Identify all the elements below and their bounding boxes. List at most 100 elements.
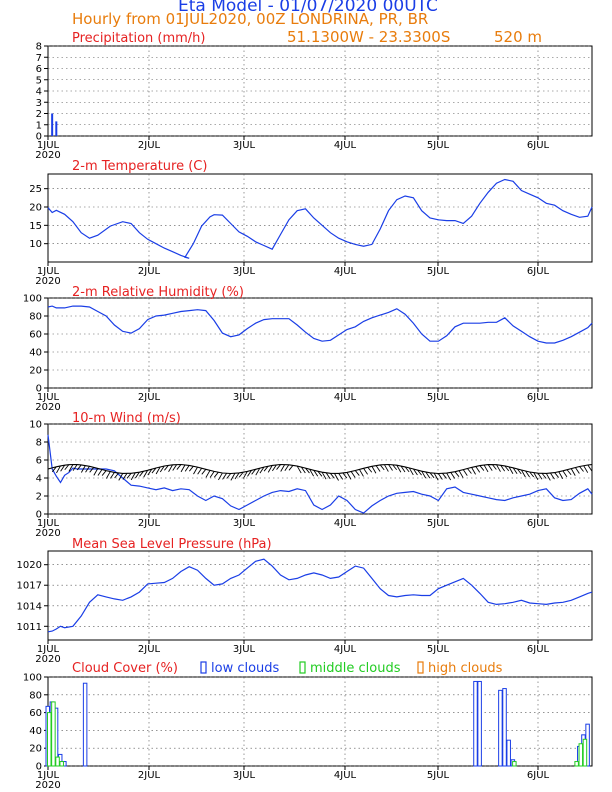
y-tick-label: 40 <box>29 726 42 737</box>
y-tick-label: 40 <box>29 348 42 359</box>
precip-bar <box>55 121 58 136</box>
wind-barb <box>280 464 286 472</box>
wind-barb <box>562 470 568 478</box>
low-clouds-bar <box>473 680 478 767</box>
wind-barb <box>475 466 481 473</box>
wind-barb <box>392 464 398 471</box>
legend-high-clouds-swatch <box>417 661 424 674</box>
wind-barb <box>201 469 207 475</box>
y-tick-label: 100 <box>23 673 42 684</box>
middle-clouds-bar <box>59 761 64 767</box>
wind-barb <box>558 471 564 480</box>
middle-clouds-bar <box>55 756 60 767</box>
legend-low-clouds-swatch <box>200 661 207 674</box>
low-clouds-bar <box>506 739 511 767</box>
wind-barb <box>342 472 348 479</box>
rh-series-line <box>47 305 593 344</box>
wind-barb <box>442 473 447 479</box>
wind-panel: 0 2 4 6 8 10 1JUL 2JUL 3JUL 4JUL 5JUL 6JUL 2020 10-m … <box>29 411 593 539</box>
wind-barb <box>570 468 576 476</box>
x-tick-label: 6JUL <box>527 140 550 151</box>
wind-barb <box>126 473 132 479</box>
wind-barb <box>188 465 194 472</box>
panel-title: Precipitation (mm/h) <box>72 31 205 46</box>
wind-barb <box>263 465 269 472</box>
wind-barb <box>159 465 165 473</box>
wind-barb <box>479 465 485 471</box>
wind-barb <box>550 472 555 480</box>
y-tick-label: 20 <box>29 366 42 377</box>
panel-title: 2-m Temperature (C) <box>72 159 207 174</box>
x-year-label: 2020 <box>35 150 60 161</box>
wind-barb <box>330 473 335 479</box>
wind-barb-baseline <box>47 463 593 475</box>
wind-barb <box>305 467 310 474</box>
wind-barb <box>408 467 414 476</box>
middle-clouds-bar <box>512 761 517 767</box>
y-tick-label: 0 <box>36 762 42 773</box>
x-tick-label: 4JUL <box>334 392 357 403</box>
y-tick-label: 20 <box>29 203 42 214</box>
y-tick-label: 25 <box>29 184 42 195</box>
wind-barb <box>296 465 302 474</box>
wind-barb <box>97 469 103 476</box>
wind-barb <box>529 471 535 478</box>
y-tick-label: 80 <box>29 690 42 701</box>
wind-barb <box>587 464 593 472</box>
wind-barb <box>101 470 107 476</box>
wind-barb <box>437 473 443 480</box>
legend-middle-clouds-swatch <box>299 661 306 674</box>
x-tick-label: 6JUL <box>527 266 550 277</box>
wind-barb <box>521 469 526 478</box>
wind-barb <box>417 469 422 476</box>
wind-barb <box>496 464 501 472</box>
low-clouds-bar <box>82 682 88 767</box>
y-tick-label: 7 <box>36 53 42 64</box>
y-tick-label: 5 <box>36 75 42 86</box>
wind-barb <box>467 468 472 474</box>
y-tick-label: 1 <box>36 120 42 131</box>
middle-clouds-bar <box>574 761 579 767</box>
wind-barb <box>429 472 435 479</box>
wind-barb <box>105 471 111 479</box>
wind-barb <box>72 464 78 471</box>
wind-barb <box>454 471 460 477</box>
wind-barb <box>471 467 476 475</box>
wind-barb <box>213 472 219 478</box>
wind-barb <box>89 467 95 473</box>
y-tick-label: 1017 <box>17 581 42 592</box>
wind-barb <box>288 465 294 471</box>
wind-barb <box>375 465 381 472</box>
low-clouds-bar <box>477 680 482 767</box>
wind-barb <box>388 464 393 471</box>
wind-barb <box>130 472 136 481</box>
wind-barb <box>168 464 173 473</box>
temp-series-line <box>47 178 593 259</box>
wind-barb <box>64 464 70 471</box>
wind-barb <box>176 464 182 470</box>
y-tick-label: 2 <box>36 109 42 120</box>
x-tick-label: 3JUL <box>233 770 256 781</box>
y-tick-label: 8 <box>36 438 42 449</box>
x-tick-label: 2JUL <box>138 266 161 277</box>
wind-barb <box>226 473 232 479</box>
x-tick-label: 1JUL <box>37 266 60 277</box>
y-tick-label: 1020 <box>17 560 42 571</box>
wind-barb <box>383 464 389 472</box>
middle-clouds-bar <box>578 743 584 767</box>
mslp-series-line <box>47 558 593 633</box>
wind-barb <box>193 466 198 475</box>
plot-frame <box>47 550 593 641</box>
wind-barb <box>346 472 352 480</box>
wind-barb <box>363 468 368 475</box>
x-tick-label: 5JUL <box>427 392 450 403</box>
wind-barb <box>93 468 99 476</box>
wind-barb <box>446 472 452 481</box>
wind-barb <box>554 472 559 478</box>
x-tick-label: 4JUL <box>334 770 357 781</box>
wind-barb <box>359 469 364 477</box>
wind-barb <box>508 466 514 474</box>
x-tick-label: 5JUL <box>427 518 450 529</box>
